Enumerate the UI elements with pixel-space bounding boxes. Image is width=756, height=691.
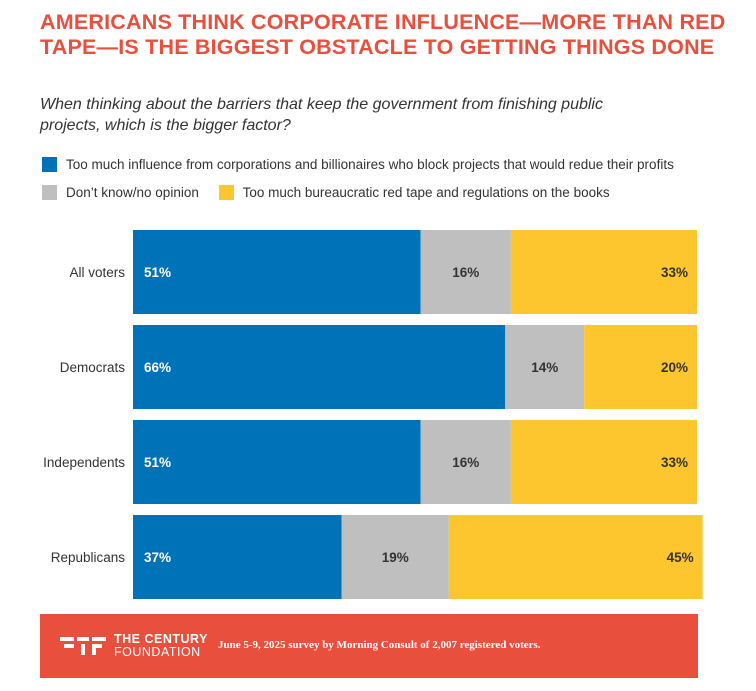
bar-republicans-red-tape xyxy=(448,515,703,599)
legend-label-red-tape: Too much bureaucratic red tape and regul… xyxy=(242,185,610,200)
bar-republicans-corporations xyxy=(133,515,342,599)
bar-republicans-dont-know xyxy=(341,515,449,599)
bar-all-voters-corporations xyxy=(133,230,421,314)
value-label-all-voters-dont-know: 16% xyxy=(452,265,479,280)
value-label-all-voters-corporations: 51% xyxy=(144,265,171,280)
legend-swatch-red-tape xyxy=(218,185,234,200)
stacked-bar-chart: All voters 51% 16% 33% Democrats 66% 14% 20% Ind… xyxy=(43,230,703,599)
logo-line-2: FOUNDATION xyxy=(114,645,201,659)
legend-row-1: Too much influence from corporations and… xyxy=(42,157,690,175)
century-foundation-logo-icon xyxy=(60,637,106,655)
legend-swatch-corporations xyxy=(42,157,57,172)
legend-label-dont-know: Don’t know/no opinion xyxy=(66,185,199,200)
legend-swatch-dont-know xyxy=(42,185,57,200)
category-label-democrats: Democrats xyxy=(60,360,126,375)
bar-independents-corporations xyxy=(133,420,421,504)
value-label-democrats-corporations: 66% xyxy=(144,360,171,375)
bar-democrats-corporations xyxy=(133,325,506,409)
value-label-all-voters-red-tape: 33% xyxy=(661,265,688,280)
category-label-all-voters: All voters xyxy=(69,265,125,280)
legend-item-dont-know: Don’t know/no opinion xyxy=(42,185,199,200)
value-label-republicans-dont-know: 19% xyxy=(382,550,409,565)
value-label-independents-dont-know: 16% xyxy=(452,455,479,470)
logo-line-1: THE CENTURY xyxy=(114,632,208,646)
chart-subtitle: When thinking about the barriers that ke… xyxy=(40,96,603,134)
footer-banner: THE CENTURY FOUNDATION June 5-9, 2025 su… xyxy=(40,614,698,678)
legend-row-2: Don’t know/no opinion Too much bureaucra… xyxy=(42,185,626,203)
value-label-republicans-corporations: 37% xyxy=(144,550,171,565)
bar-all-voters-red-tape xyxy=(510,230,697,314)
chart-title: AMERICANS THINK CORPORATE INFLUENCE—MORE… xyxy=(40,10,726,59)
value-label-democrats-dont-know: 14% xyxy=(531,360,558,375)
value-label-independents-corporations: 51% xyxy=(144,455,171,470)
bar-independents-red-tape xyxy=(510,420,697,504)
legend-item-red-tape: Too much bureaucratic red tape and regul… xyxy=(218,185,610,200)
century-foundation-logo: THE CENTURY FOUNDATION xyxy=(60,633,208,659)
bar-all-voters-dont-know xyxy=(420,230,511,314)
value-label-independents-red-tape: 33% xyxy=(661,455,688,470)
category-label-independents: Independents xyxy=(43,455,125,470)
bar-democrats-red-tape xyxy=(584,325,697,409)
category-label-republicans: Republicans xyxy=(51,550,126,565)
bar-democrats-dont-know xyxy=(505,325,585,409)
legend-item-corporations: Too much influence from corporations and… xyxy=(42,157,674,172)
logo-text: THE CENTURY FOUNDATION xyxy=(114,633,208,659)
bar-independents-dont-know xyxy=(420,420,511,504)
value-label-republicans-red-tape: 45% xyxy=(667,550,694,565)
source-note: June 5-9, 2025 survey by Morning Consult… xyxy=(218,639,541,651)
legend-label-corporations: Too much influence from corporations and… xyxy=(66,157,674,172)
value-label-democrats-red-tape: 20% xyxy=(661,360,688,375)
